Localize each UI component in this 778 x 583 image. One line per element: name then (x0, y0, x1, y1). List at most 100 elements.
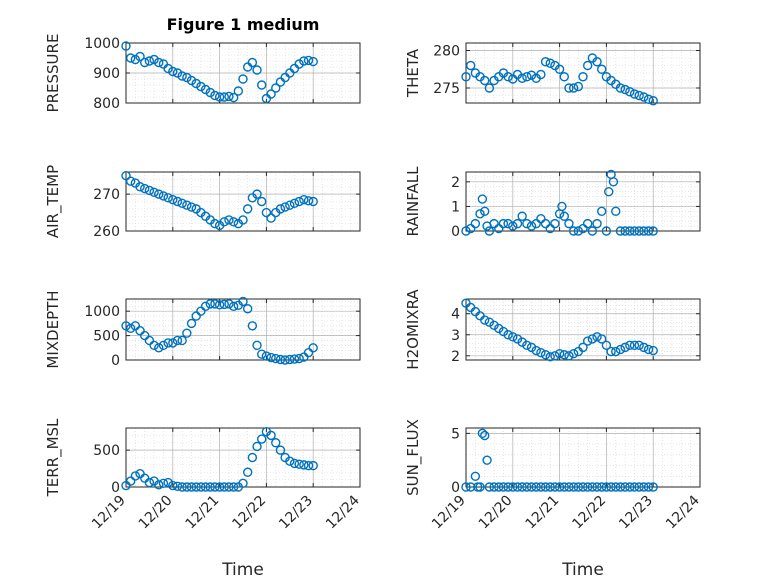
data-point (620, 226, 630, 236)
data-point (573, 81, 584, 92)
data-point (503, 330, 513, 340)
data-point (182, 72, 192, 83)
data-point (186, 75, 197, 86)
data-point (238, 296, 248, 307)
data-point (587, 334, 598, 344)
data-point (489, 218, 499, 229)
data-point (489, 482, 499, 492)
data-point (465, 482, 476, 492)
data-point (247, 452, 258, 463)
data-point (643, 482, 654, 492)
y-tick-label: 800 (93, 96, 120, 112)
data-point (465, 60, 476, 71)
y-tick-label: 270 (93, 187, 120, 203)
y-axis-label: H2OMIXRA (404, 289, 422, 370)
data-point (601, 340, 612, 350)
data-point (615, 344, 626, 355)
y-tick-label: 0 (111, 353, 120, 369)
data-point (299, 460, 309, 470)
data-point (275, 77, 286, 87)
data-point (648, 482, 658, 492)
data-point (121, 170, 131, 181)
data-point (247, 321, 258, 331)
data-point (172, 68, 183, 78)
data-point (140, 57, 150, 68)
data-point (125, 323, 136, 333)
data-point (266, 89, 276, 99)
data-point (196, 306, 206, 316)
subplot-terr_msl: 0 500 12/19 12/20 12/21 12/22 12/23 12/24 TERR_M… (44, 418, 363, 580)
data-point (508, 332, 518, 342)
data-point (489, 320, 499, 330)
data-point (238, 215, 248, 225)
data-point (550, 351, 560, 361)
data-point (280, 355, 290, 365)
subplot-air_temp: 260 270 AIR_TEMP (44, 165, 361, 240)
data-point (177, 335, 187, 346)
data-point (308, 343, 318, 353)
x-tick-label: 12/23 (616, 493, 656, 533)
data-point (140, 330, 150, 341)
x-tick-label: 12/20 (136, 493, 176, 533)
data-point (219, 92, 229, 102)
data-point (559, 211, 569, 221)
data-point (517, 337, 527, 347)
data-point (512, 482, 523, 492)
data-point (168, 194, 178, 205)
data-point (643, 226, 654, 236)
data-point (540, 350, 551, 360)
x-axis-label: Time (561, 560, 604, 580)
data-point (615, 226, 626, 236)
data-point (601, 226, 612, 236)
data-point (648, 345, 658, 356)
data-point (140, 473, 150, 483)
data-point (125, 176, 136, 186)
data-point (285, 200, 295, 210)
data-point (559, 72, 569, 82)
data-point (271, 438, 281, 448)
data-point (522, 340, 532, 350)
axes-box (465, 427, 701, 488)
subplot-sun_flux: 0 5 12/19 12/20 12/21 12/22 12/23 12/24 SUN_FLUX… (404, 419, 703, 580)
data-point (308, 460, 318, 471)
data-point (531, 482, 541, 492)
data-point (210, 482, 220, 492)
x-tick-label: 12/20 (476, 493, 516, 533)
y-tick-label: 260 (93, 224, 120, 240)
data-point (210, 90, 220, 101)
data-point (568, 348, 579, 359)
data-point (498, 482, 509, 492)
data-point (144, 185, 155, 196)
data-point (629, 482, 640, 492)
data-points (461, 169, 658, 236)
data-point (540, 218, 551, 229)
data-point (280, 72, 290, 83)
data-point (498, 218, 509, 229)
data-point (252, 340, 262, 351)
data-point (582, 218, 593, 229)
data-point (275, 354, 286, 365)
data-point (191, 482, 201, 492)
y-axis-label: MIXDEPTH (44, 290, 62, 368)
data-point (554, 348, 565, 359)
y-tick-label: 500 (93, 329, 120, 345)
data-point (554, 64, 565, 74)
data-point (503, 72, 513, 82)
data-point (597, 482, 607, 492)
data-point (475, 209, 485, 219)
data-point (503, 218, 513, 229)
data-point (536, 347, 546, 358)
data-point (629, 89, 640, 99)
data-point (578, 342, 588, 353)
data-point (578, 482, 588, 492)
data-point (545, 482, 555, 492)
y-tick-label: 1000 (84, 36, 120, 52)
data-point (480, 75, 490, 86)
y-tick-label: 0 (111, 480, 120, 496)
data-point (582, 336, 593, 346)
data-point (494, 482, 504, 492)
data-point (228, 92, 239, 103)
data-point (238, 74, 248, 84)
data-point (135, 469, 145, 479)
data-point (266, 430, 276, 441)
